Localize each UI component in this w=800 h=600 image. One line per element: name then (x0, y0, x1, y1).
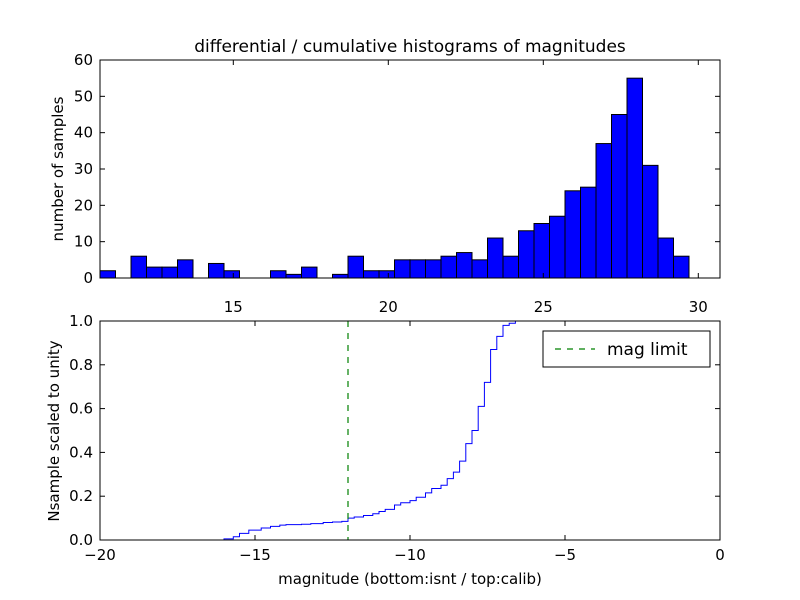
y-tick-label: 0.2 (69, 487, 93, 505)
histogram-bar (533, 223, 550, 279)
histogram-bar (332, 273, 349, 279)
histogram-bar (394, 259, 411, 279)
y-tick-label: 0.8 (69, 356, 93, 374)
histogram-bar (440, 255, 457, 279)
histogram-bar (378, 270, 395, 279)
y-tick-label: 30 (74, 160, 93, 178)
histogram-bar (626, 77, 643, 279)
histogram-bar (363, 270, 380, 279)
histogram-bar (425, 259, 442, 279)
histogram-bar (611, 114, 628, 279)
x-tick-label: −5 (554, 546, 576, 564)
x-tick-label: 30 (689, 298, 708, 316)
y-tick-label: 0.4 (69, 443, 93, 461)
y-tick-label: 1.0 (69, 312, 93, 330)
x-tick-label: −10 (394, 546, 426, 564)
histogram-bar (208, 262, 225, 279)
histogram-bar (549, 215, 566, 279)
histogram-bar (223, 270, 240, 279)
histogram-bar (99, 270, 116, 279)
legend-label-mag-limit: mag limit (607, 340, 688, 360)
bottom-plot (100, 320, 720, 541)
bottom-chart-ylabel: Nsample scaled to unity (45, 340, 63, 521)
y-tick-label: 10 (74, 233, 93, 251)
y-tick-label: 60 (74, 51, 93, 69)
histogram-bar (285, 273, 302, 279)
histogram-bar (177, 259, 194, 279)
histogram-bar (161, 266, 178, 279)
histogram-bar (487, 237, 504, 279)
bottom-chart-xlabel: magnitude (bottom:isnt / top:calib) (278, 570, 542, 588)
cumulative-step-line (100, 320, 720, 541)
y-tick-label: 0 (83, 269, 93, 287)
bottom-plot-frame (99, 320, 721, 541)
histogram-bar (673, 255, 690, 279)
x-tick-label: 15 (224, 298, 243, 316)
histogram-bar (564, 190, 581, 279)
x-tick-label: −15 (239, 546, 271, 564)
y-tick-label: 20 (74, 196, 93, 214)
histogram-bar (130, 255, 147, 279)
histogram-bar (347, 255, 364, 279)
histogram-bar (270, 270, 287, 279)
bottom-chart: magnitude (bottom:isnt / top:calib) Nsam… (45, 312, 725, 588)
histogram-bar (518, 230, 535, 279)
top-plot-frame (99, 59, 721, 279)
x-tick-label: 25 (534, 298, 553, 316)
y-tick-label: 0.0 (69, 531, 93, 549)
top-bars (99, 77, 690, 279)
histogram-bar (502, 255, 519, 279)
histogram-bar (657, 237, 674, 279)
y-tick-label: 50 (74, 87, 93, 105)
histogram-bar (456, 252, 473, 279)
bottom-axes: 0.0 0.2 0.4 0.6 0.8 1.0 −20 −15 −10 −5 0 (69, 312, 725, 564)
x-tick-label: 20 (379, 298, 398, 316)
histogram-bar (471, 259, 488, 279)
histogram-bar (301, 266, 318, 279)
legend: mag limit (542, 330, 711, 368)
x-tick-label: 0 (715, 546, 725, 564)
top-chart-ylabel: number of samples (49, 96, 67, 241)
y-tick-label: 40 (74, 124, 93, 142)
histogram-bar (146, 266, 163, 279)
histogram-bar (409, 259, 426, 279)
top-chart: differential / cumulative histograms of … (49, 37, 721, 316)
histogram-bar (642, 164, 659, 279)
x-tick-label: −20 (84, 546, 116, 564)
histogram-bar (595, 143, 612, 279)
histogram-bar (580, 186, 597, 279)
top-axes: 0 10 20 30 40 50 60 15 20 25 30 (74, 51, 720, 316)
y-tick-label: 0.6 (69, 400, 93, 418)
top-chart-title: differential / cumulative histograms of … (194, 37, 626, 57)
